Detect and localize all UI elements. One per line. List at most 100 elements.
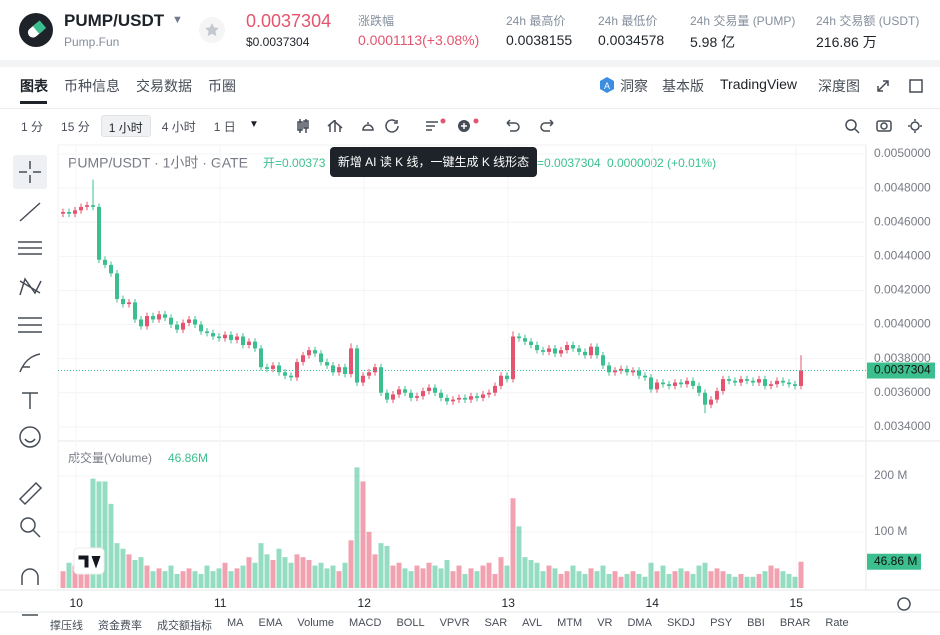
volume-bar [120,548,126,588]
volume-bar [264,554,270,588]
interval[interactable]: 1 小时 [100,115,151,137]
volume-bar [582,573,588,588]
candle-body [469,396,473,400]
volume-bar [360,481,366,588]
tab[interactable]: 深度图 [818,78,860,94]
candle-body [721,379,725,392]
candle-body [505,375,509,380]
indicator[interactable]: 成交额指标 [157,620,212,632]
candle-body [541,350,545,352]
candle-body [67,212,71,214]
y-tick-label: 0.0038000 [874,351,931,365]
candle-body [715,391,719,400]
indicator[interactable]: 撑压线 [50,620,83,632]
indicator[interactable]: DMA [627,617,652,629]
tab[interactable]: 基本版 [662,78,704,94]
volume-bar [192,571,198,588]
volume-bar [468,568,474,588]
volume-bar [96,481,102,588]
chart-legend-title: PUMP/USDT · 1小时 · GATE [68,155,248,171]
tab-active[interactable]: 图表 [20,78,48,94]
indicator[interactable]: PSY [710,617,733,629]
candle-body [193,319,197,325]
candle-body [319,353,323,363]
candle-body [241,336,245,346]
tab[interactable]: TradingView [720,76,798,92]
indicator[interactable]: VPVR [439,617,470,629]
candle-body [607,365,611,373]
interval[interactable]: 1 日 [213,120,236,134]
interval-bar: 1 分 15 分 1 小时 4 小时 1 日 [14,115,243,137]
tab[interactable]: 币圈 [208,78,236,94]
indicator[interactable]: MTM [557,617,583,629]
indicator[interactable]: BOLL [396,617,425,629]
interval[interactable]: 15 分 [61,120,90,134]
candle-body [229,334,233,340]
favorite-star[interactable] [198,16,226,44]
interval[interactable]: 4 小时 [161,120,196,134]
tab[interactable]: 洞察 [620,78,648,94]
volume-bar [288,562,294,588]
candle-body [775,380,779,385]
indicator[interactable]: VR [597,617,613,629]
candle-body [73,210,77,214]
y-tick-label: 0.0044000 [874,249,931,263]
candle-body [121,298,125,305]
volume-bar [480,565,486,588]
svg-text:A: A [604,81,610,91]
indicator[interactable]: 资金费率 [98,620,142,632]
candle-body [565,345,569,351]
interval[interactable]: 1 分 [21,120,44,134]
candle-body [487,392,491,395]
stat-label: 24h 最低价 [598,14,658,28]
stat-label: 24h 交易额 (USDT) [816,14,920,28]
indicator[interactable]: Rate [825,617,849,629]
candle-body [391,394,395,400]
x-tick-label: 11 [214,596,227,610]
volume-bar [612,571,618,588]
window-icons[interactable] [876,77,936,95]
indicator[interactable]: EMA [258,617,283,629]
candle-body [787,382,791,385]
volume-bar [684,571,690,588]
drawing-toolbar[interactable] [0,145,58,635]
volume-bar [336,571,342,588]
indicator[interactable]: Volume [297,617,335,629]
divider [0,108,940,109]
legend-close: =0.0037304 [537,156,601,170]
candle-body [301,355,305,363]
price-usd: $0.0037304 [246,35,310,49]
header: PUMP/USDT ▼ Pump.Fun 0.0037304 $0.003730… [0,0,940,60]
volume-bar [762,571,768,588]
indicator[interactable]: MACD [349,617,382,629]
indicator[interactable]: BBI [747,617,765,629]
volume-bar [648,562,654,588]
symbol[interactable]: PUMP/USDT [64,11,165,30]
volume-bar [492,573,498,588]
indicator[interactable]: AVL [522,617,543,629]
candle-body [679,382,683,385]
candle-body [175,324,179,330]
x-tick-label: 14 [646,596,660,610]
candle-body [481,394,485,398]
indicator[interactable]: MA [227,617,244,629]
tab[interactable]: 币种信息 [64,78,120,94]
candle-body [253,341,257,349]
symbol-dropdown[interactable]: ▼ [172,14,183,26]
y-tick-label: 100 M [874,524,907,538]
indicator[interactable]: SAR [484,617,508,629]
volume-bar [60,571,66,588]
volume-bar [156,568,162,588]
volume-bar [726,573,732,588]
indicator[interactable]: SKDJ [666,617,696,629]
y-tick-label: 0.0048000 [874,180,931,194]
volume-bar [378,543,384,588]
tab[interactable]: 交易数据 [136,78,192,94]
volume-bar [618,576,624,588]
indicator[interactable]: BRAR [779,617,811,629]
volume-bar [126,554,132,588]
candle-body [61,212,65,214]
interval-dropdown[interactable]: ▼ [249,119,259,130]
volume-bar [678,568,684,588]
volume-bar [516,526,522,588]
